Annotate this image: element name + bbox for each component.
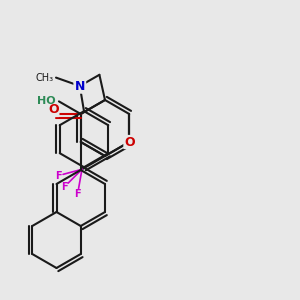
Text: HO: HO [37, 96, 56, 106]
Text: N: N [75, 80, 85, 92]
Text: F: F [55, 171, 62, 181]
Text: CH₃: CH₃ [36, 73, 54, 82]
Text: F: F [74, 188, 81, 199]
Text: O: O [48, 103, 59, 116]
Text: O: O [124, 136, 135, 148]
Text: F: F [61, 182, 68, 192]
